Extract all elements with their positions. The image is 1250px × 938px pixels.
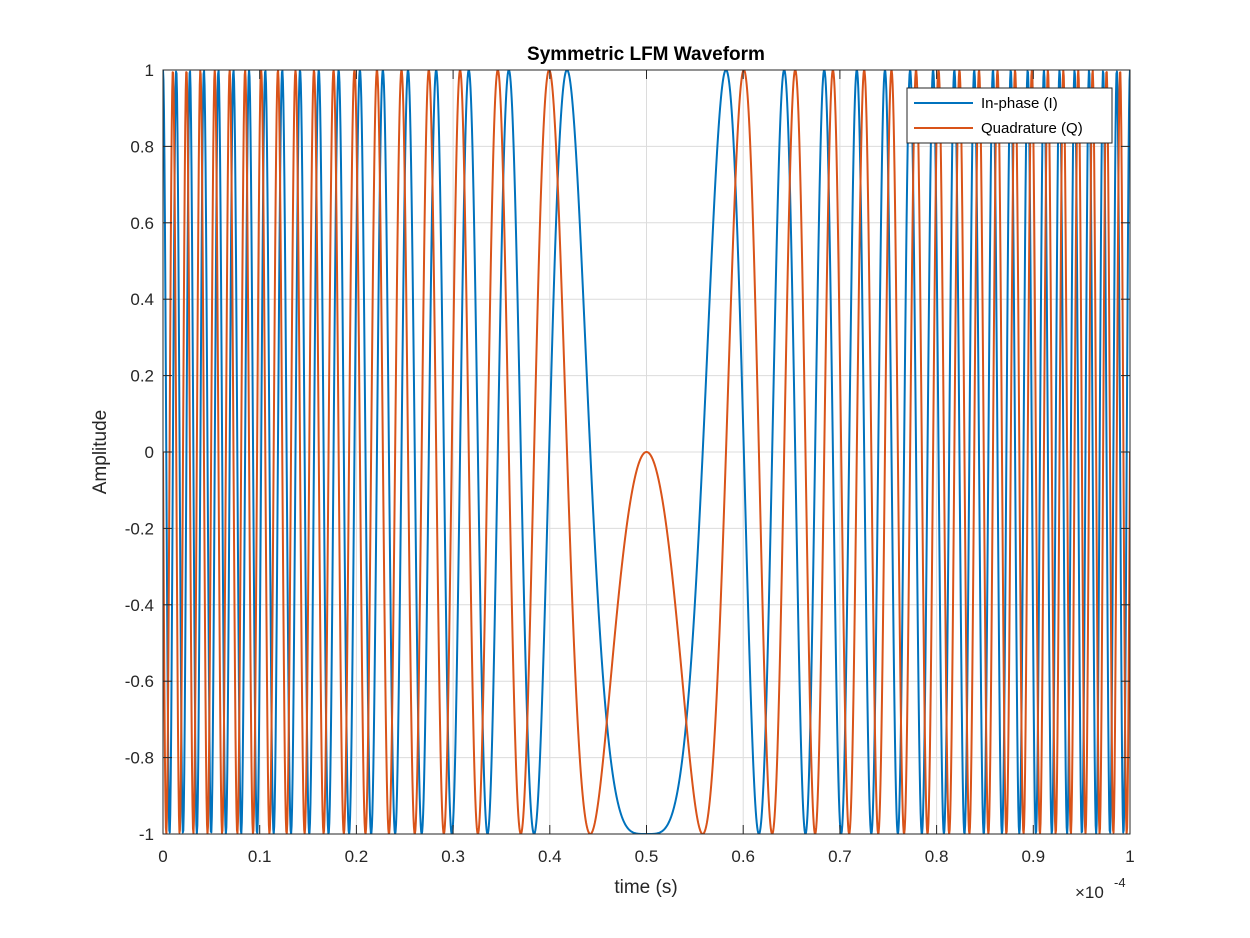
legend[interactable]: In-phase (I) Quadrature (Q) xyxy=(906,87,1113,144)
series-layer xyxy=(163,70,1130,834)
y-tick-label: -1 xyxy=(139,825,154,844)
y-tick-label: 0.8 xyxy=(130,137,154,156)
x-tick-label: 0.9 xyxy=(1021,847,1045,866)
x-tick-label: 0.1 xyxy=(248,847,272,866)
y-tick-label: 0.2 xyxy=(130,367,154,386)
x-exponent-label: ×10 -4 xyxy=(1075,875,1126,902)
x-axis-label: time (s) xyxy=(614,877,677,898)
legend-label-in-phase: In-phase (I) xyxy=(981,95,1058,112)
y-tick-label: 1 xyxy=(145,61,154,80)
x-tick-label: 0.3 xyxy=(441,847,465,866)
y-axis-label: Amplitude xyxy=(90,410,111,495)
x-exponent-base: ×10 xyxy=(1075,883,1104,902)
chart-title: Symmetric LFM Waveform xyxy=(527,44,765,65)
legend-label-quadrature: Quadrature (Q) xyxy=(981,120,1083,137)
y-tick-label: 0.4 xyxy=(130,290,154,309)
y-tick-label: 0.6 xyxy=(130,214,154,233)
y-tick-label: -0.2 xyxy=(125,519,154,538)
series-quadrature-line xyxy=(163,70,1130,834)
x-tick-label: 1 xyxy=(1125,847,1134,866)
ticks xyxy=(162,69,1131,835)
x-exponent-power: -4 xyxy=(1114,875,1126,890)
y-tick-label: -0.4 xyxy=(125,596,154,615)
x-tick-label: 0.5 xyxy=(635,847,659,866)
y-tick-label: 0 xyxy=(145,443,154,462)
legend-box xyxy=(906,87,1113,144)
x-tick-label: 0.8 xyxy=(925,847,949,866)
series-in-phase-line xyxy=(163,70,1130,834)
x-tick-label: 0.2 xyxy=(345,847,369,866)
x-tick-label: 0.6 xyxy=(731,847,755,866)
tick-labels: 0 0.1 0.2 0.3 0.4 0.5 0.6 0.7 0.8 0.9 1 1 0.8 0.6 0.4 0… xyxy=(125,61,1135,866)
y-tick-label: -0.6 xyxy=(125,672,154,691)
x-tick-label: 0.7 xyxy=(828,847,852,866)
x-tick-label: 0 xyxy=(158,847,167,866)
y-tick-label: -0.8 xyxy=(125,749,154,768)
x-tick-label: 0.4 xyxy=(538,847,562,866)
